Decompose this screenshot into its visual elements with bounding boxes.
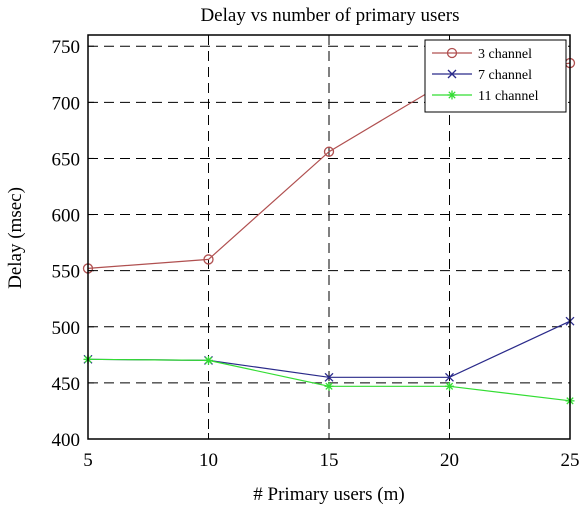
y-tick-label: 450 — [52, 374, 81, 395]
legend-box — [424, 39, 567, 113]
legend-marker — [446, 47, 458, 59]
legend-label: 3 channel — [478, 47, 532, 62]
legend-marker — [447, 90, 457, 100]
legend-label: 7 channel — [478, 68, 532, 83]
y-tick-label: 700 — [52, 93, 81, 114]
legend-label: 11 channel — [478, 89, 539, 104]
x-tick-label: 15 — [320, 450, 339, 471]
legend: 3 channel 7 channel 11 channel — [424, 39, 567, 113]
x-tick-label: 20 — [440, 450, 459, 471]
x-tick-label: 5 — [83, 450, 93, 471]
y-tick-label: 750 — [52, 37, 81, 58]
y-tick-label: 500 — [52, 318, 81, 339]
y-tick-label: 550 — [52, 262, 81, 283]
legend-marker — [447, 69, 457, 79]
x-tick-label: 10 — [199, 450, 218, 471]
data-point — [324, 381, 334, 391]
data-point — [324, 372, 334, 382]
data-point — [445, 381, 454, 391]
chart-title: Delay vs number of primary users — [200, 5, 459, 26]
data-point — [203, 254, 214, 265]
y-tick-label: 650 — [52, 149, 81, 170]
data-point — [445, 372, 454, 382]
x-tick-label: 25 — [561, 450, 580, 471]
data-point — [323, 146, 335, 157]
y-axis-label: Delay (msec) — [5, 187, 26, 289]
x-axis-label: # Primary users (m) — [253, 484, 404, 505]
data-point — [204, 355, 213, 365]
y-tick-label: 400 — [52, 430, 81, 451]
y-tick-label: 600 — [52, 206, 81, 227]
